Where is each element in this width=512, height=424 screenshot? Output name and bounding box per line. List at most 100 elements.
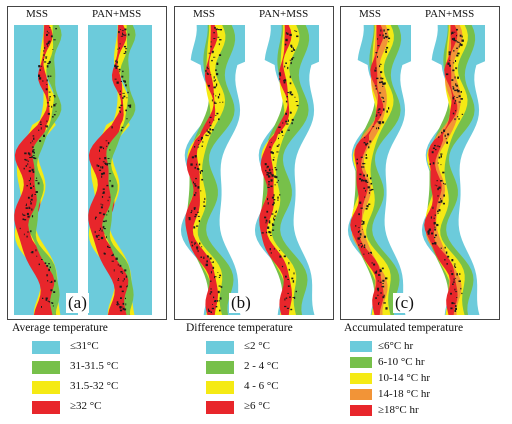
settlement-dot	[431, 232, 434, 235]
settlement-dot	[456, 47, 458, 49]
settlement-dot	[278, 143, 280, 146]
settlement-dot	[118, 278, 119, 280]
settlement-dot	[290, 93, 294, 96]
settlement-dot	[284, 43, 287, 46]
settlement-dot	[23, 167, 25, 170]
settlement-dot	[289, 82, 292, 85]
settlement-dot	[25, 159, 28, 161]
map-label-pan-mss: PAN+MSS	[259, 8, 309, 20]
settlement-dot	[125, 84, 127, 87]
legend-label: 2 - 4 °C	[244, 360, 279, 372]
settlement-dot	[206, 66, 208, 69]
settlement-dot	[207, 308, 210, 311]
settlement-dot	[454, 76, 456, 79]
settlement-dot	[295, 30, 298, 32]
settlement-dot	[207, 68, 209, 70]
settlement-dot	[368, 146, 370, 149]
settlement-dot	[452, 87, 455, 90]
settlement-dot	[47, 63, 50, 65]
settlement-dot	[271, 174, 274, 177]
settlement-dot	[272, 203, 275, 206]
settlement-dot	[121, 30, 124, 32]
settlement-dot	[118, 68, 121, 71]
settlement-dot	[43, 59, 44, 61]
settlement-dot	[22, 218, 25, 221]
settlement-dot	[458, 101, 461, 103]
settlement-dot	[40, 121, 42, 124]
settlement-dot	[193, 208, 196, 210]
settlement-dot	[31, 168, 34, 172]
map-strip-mss	[347, 25, 411, 315]
settlement-dot	[100, 236, 104, 240]
settlement-dot	[198, 163, 201, 166]
legend-swatch	[32, 341, 60, 354]
settlement-dot	[193, 181, 194, 184]
settlement-dot	[434, 234, 437, 237]
settlement-dot	[108, 163, 111, 165]
settlement-dot	[434, 148, 437, 151]
settlement-dot	[285, 120, 288, 123]
settlement-dot	[210, 291, 213, 293]
settlement-dot	[361, 246, 362, 248]
settlement-dot	[48, 40, 51, 43]
settlement-dot	[279, 194, 281, 196]
settlement-dot	[121, 272, 124, 274]
settlement-dot	[438, 186, 441, 189]
legend-label: ≥32 °C	[70, 400, 102, 412]
legend-swatch	[206, 401, 234, 414]
settlement-dot	[106, 184, 109, 187]
settlement-dot	[287, 279, 289, 280]
settlement-dot	[359, 230, 361, 233]
settlement-dot	[358, 227, 360, 229]
settlement-dot	[434, 242, 437, 245]
settlement-dot	[118, 47, 120, 49]
settlement-dot	[452, 86, 454, 87]
settlement-dot	[277, 196, 279, 199]
settlement-dot	[215, 95, 217, 97]
settlement-dot	[115, 257, 118, 260]
settlement-dot	[434, 226, 436, 228]
settlement-dot	[451, 79, 454, 81]
settlement-dot	[220, 286, 223, 288]
settlement-dot	[211, 99, 213, 102]
settlement-dot	[278, 137, 279, 140]
legend-item: 6-10 °C hr	[344, 356, 504, 372]
settlement-dot	[360, 179, 363, 182]
settlement-dot	[49, 27, 51, 28]
settlement-dot	[219, 309, 221, 312]
settlement-dot	[358, 213, 360, 216]
settlement-dot	[199, 242, 201, 245]
settlement-dot	[128, 33, 130, 36]
settlement-dot	[127, 104, 130, 107]
settlement-dot	[124, 80, 126, 83]
settlement-dot	[375, 115, 377, 117]
settlement-dot	[430, 216, 432, 219]
settlement-dot	[106, 214, 108, 216]
settlement-dot	[290, 112, 292, 114]
settlement-dot	[360, 156, 363, 158]
settlement-dot	[47, 32, 50, 34]
settlement-dot	[30, 198, 33, 201]
settlement-dot	[207, 255, 209, 257]
settlement-dot	[198, 168, 200, 171]
settlement-dot	[27, 163, 29, 166]
settlement-dot	[193, 207, 196, 209]
settlement-dot	[453, 278, 455, 281]
settlement-dot	[31, 146, 34, 148]
settlement-dot	[121, 75, 124, 78]
settlement-dot	[26, 212, 29, 215]
settlement-dot	[361, 166, 363, 168]
settlement-dot	[40, 127, 42, 130]
settlement-dot	[456, 28, 458, 31]
settlement-dot	[293, 49, 296, 51]
settlement-dot	[293, 296, 296, 299]
settlement-dot	[203, 205, 206, 207]
settlement-dot	[214, 27, 216, 29]
settlement-dot	[268, 168, 271, 172]
settlement-dot	[198, 143, 200, 145]
settlement-dot	[209, 116, 212, 118]
legend-swatch	[206, 381, 234, 394]
settlement-dot	[436, 180, 438, 182]
settlement-dot	[29, 182, 31, 185]
settlement-dot	[27, 215, 30, 218]
